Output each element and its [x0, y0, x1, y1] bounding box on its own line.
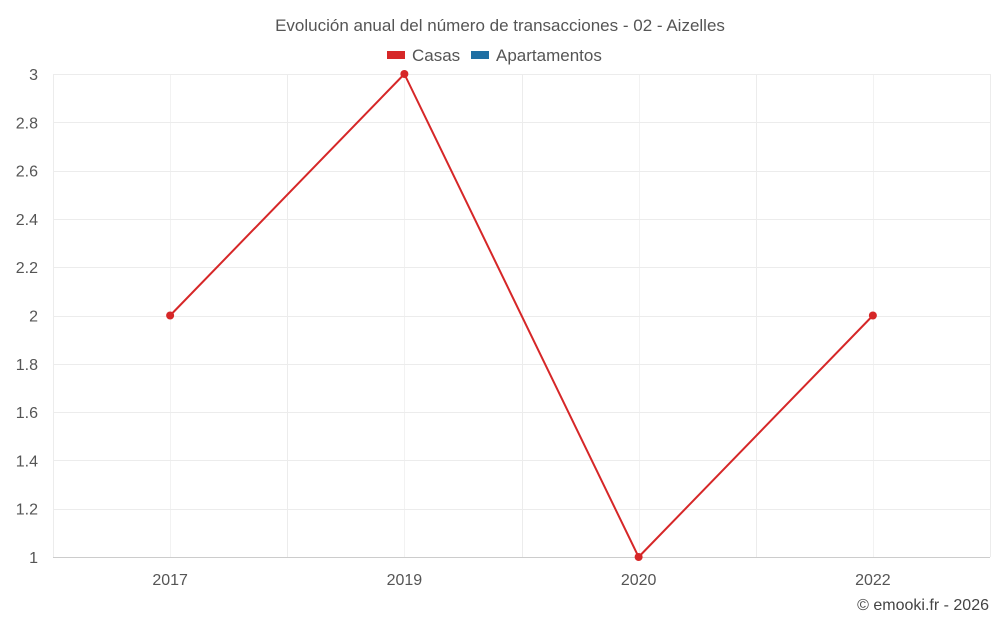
legend-item-casas[interactable]: Casas	[387, 46, 460, 65]
y-tick-label: 2.8	[16, 115, 38, 132]
y-tick-label: 1	[29, 550, 38, 567]
y-tick-label: 2.2	[16, 260, 38, 277]
y-tick-label: 1.4	[16, 453, 38, 470]
data-point-casas[interactable]	[400, 70, 409, 78]
legend: Casas Apartamentos	[387, 46, 602, 65]
y-axis: 1 1.2 1.4 1.6 1.8 2 2.2 2.4 2.6 2.8 3	[16, 67, 38, 567]
legend-label-casas: Casas	[412, 46, 460, 65]
y-tick-label: 3	[29, 67, 38, 84]
x-axis: 2017 2019 2020 2022	[152, 572, 890, 589]
y-tick-label: 1.2	[16, 502, 38, 519]
y-tick-label: 2	[29, 309, 38, 326]
grid	[53, 74, 991, 558]
legend-swatch-casas	[387, 51, 405, 59]
legend-label-apartamentos: Apartamentos	[496, 46, 602, 65]
data-point-casas[interactable]	[868, 311, 877, 320]
x-tick-label: 2022	[855, 572, 891, 589]
y-tick-label: 2.6	[16, 164, 38, 181]
y-tick-label: 1.6	[16, 405, 38, 422]
x-tick-label: 2019	[387, 572, 423, 589]
legend-swatch-apartamentos	[471, 51, 489, 59]
x-tick-label: 2020	[621, 572, 657, 589]
series-group	[166, 70, 877, 561]
data-point-casas[interactable]	[634, 553, 643, 561]
series-line-casas	[169, 73, 874, 558]
x-tick-label: 2017	[152, 572, 188, 589]
chart-title: Evolución anual del número de transaccio…	[275, 16, 725, 35]
legend-item-apartamentos[interactable]: Apartamentos	[471, 46, 602, 65]
y-tick-label: 2.4	[16, 212, 38, 229]
y-tick-label: 1.8	[16, 357, 38, 374]
data-point-casas[interactable]	[166, 311, 175, 320]
credit-text: © emooki.fr - 2026	[857, 597, 989, 614]
